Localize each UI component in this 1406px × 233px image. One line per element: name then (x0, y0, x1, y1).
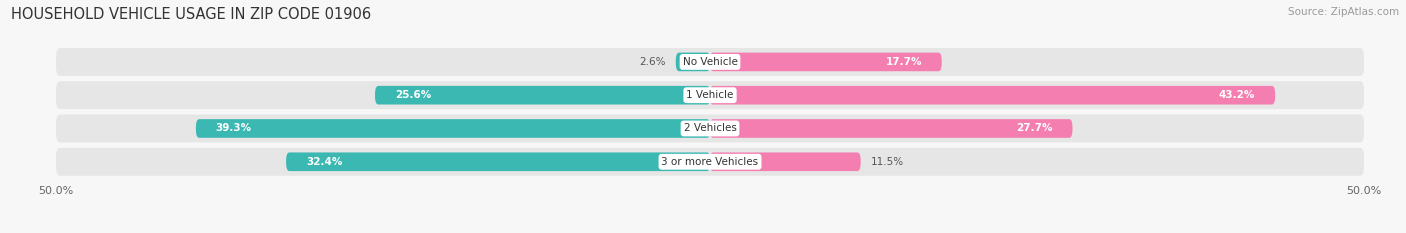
FancyBboxPatch shape (56, 81, 1364, 109)
Text: 17.7%: 17.7% (886, 57, 922, 67)
FancyBboxPatch shape (56, 114, 1364, 142)
FancyBboxPatch shape (710, 152, 860, 171)
FancyBboxPatch shape (195, 119, 710, 138)
FancyBboxPatch shape (285, 152, 710, 171)
FancyBboxPatch shape (710, 119, 1073, 138)
Text: 1 Vehicle: 1 Vehicle (686, 90, 734, 100)
Text: 11.5%: 11.5% (870, 157, 904, 167)
FancyBboxPatch shape (56, 48, 1364, 76)
FancyBboxPatch shape (676, 53, 710, 71)
Text: 3 or more Vehicles: 3 or more Vehicles (661, 157, 759, 167)
FancyBboxPatch shape (375, 86, 710, 105)
Text: 39.3%: 39.3% (215, 123, 252, 134)
Text: 27.7%: 27.7% (1017, 123, 1053, 134)
FancyBboxPatch shape (710, 53, 942, 71)
Text: 43.2%: 43.2% (1219, 90, 1256, 100)
Text: Source: ZipAtlas.com: Source: ZipAtlas.com (1288, 7, 1399, 17)
Text: 25.6%: 25.6% (395, 90, 432, 100)
Text: No Vehicle: No Vehicle (682, 57, 738, 67)
Text: 2.6%: 2.6% (640, 57, 665, 67)
Text: 2 Vehicles: 2 Vehicles (683, 123, 737, 134)
Text: 32.4%: 32.4% (307, 157, 343, 167)
Text: HOUSEHOLD VEHICLE USAGE IN ZIP CODE 01906: HOUSEHOLD VEHICLE USAGE IN ZIP CODE 0190… (11, 7, 371, 22)
FancyBboxPatch shape (710, 86, 1275, 105)
FancyBboxPatch shape (56, 148, 1364, 176)
